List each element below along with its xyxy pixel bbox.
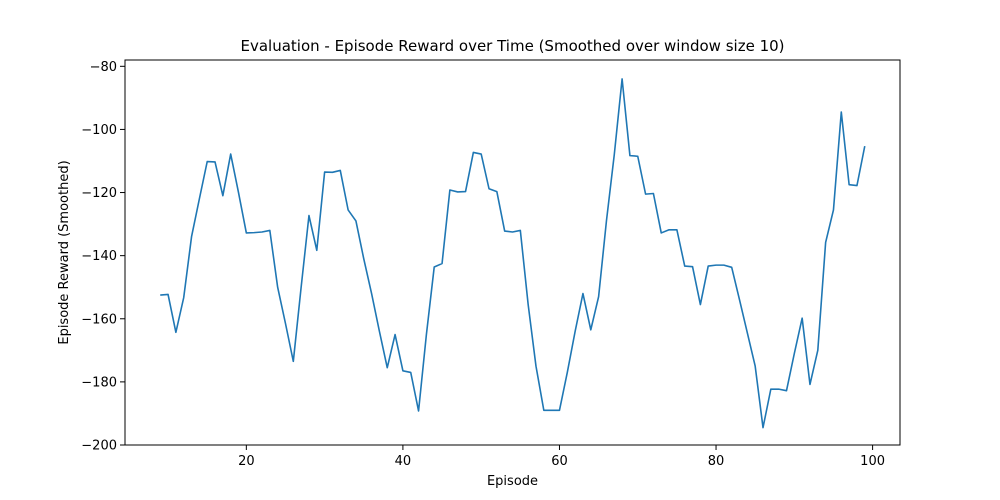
x-tick-label: 40	[395, 454, 412, 469]
y-tick-label: −180	[81, 375, 117, 390]
y-axis-label: Episode Reward (Smoothed)	[57, 160, 72, 344]
y-tick-label: −120	[81, 186, 117, 201]
y-tick-label: −100	[81, 123, 117, 138]
x-tick-label: 60	[551, 454, 568, 469]
plot-area	[160, 78, 866, 429]
y-tick-label: −200	[81, 439, 117, 454]
series-line	[160, 78, 866, 429]
x-tick-label: 80	[708, 454, 725, 469]
x-tick-label: 100	[860, 454, 885, 469]
axes-frame	[124, 59, 901, 446]
y-axis: −200 −180 −160 −140 −120 −100 −80	[81, 60, 125, 454]
y-tick-label: −80	[90, 60, 117, 75]
x-axis: 20 40 60 80 100	[238, 445, 885, 469]
x-tick-label: 20	[238, 454, 255, 469]
x-axis-label: Episode	[487, 474, 538, 489]
y-tick-label: −140	[81, 249, 117, 264]
chart-title: Evaluation - Episode Reward over Time (S…	[240, 37, 784, 55]
y-tick-label: −160	[81, 312, 117, 327]
